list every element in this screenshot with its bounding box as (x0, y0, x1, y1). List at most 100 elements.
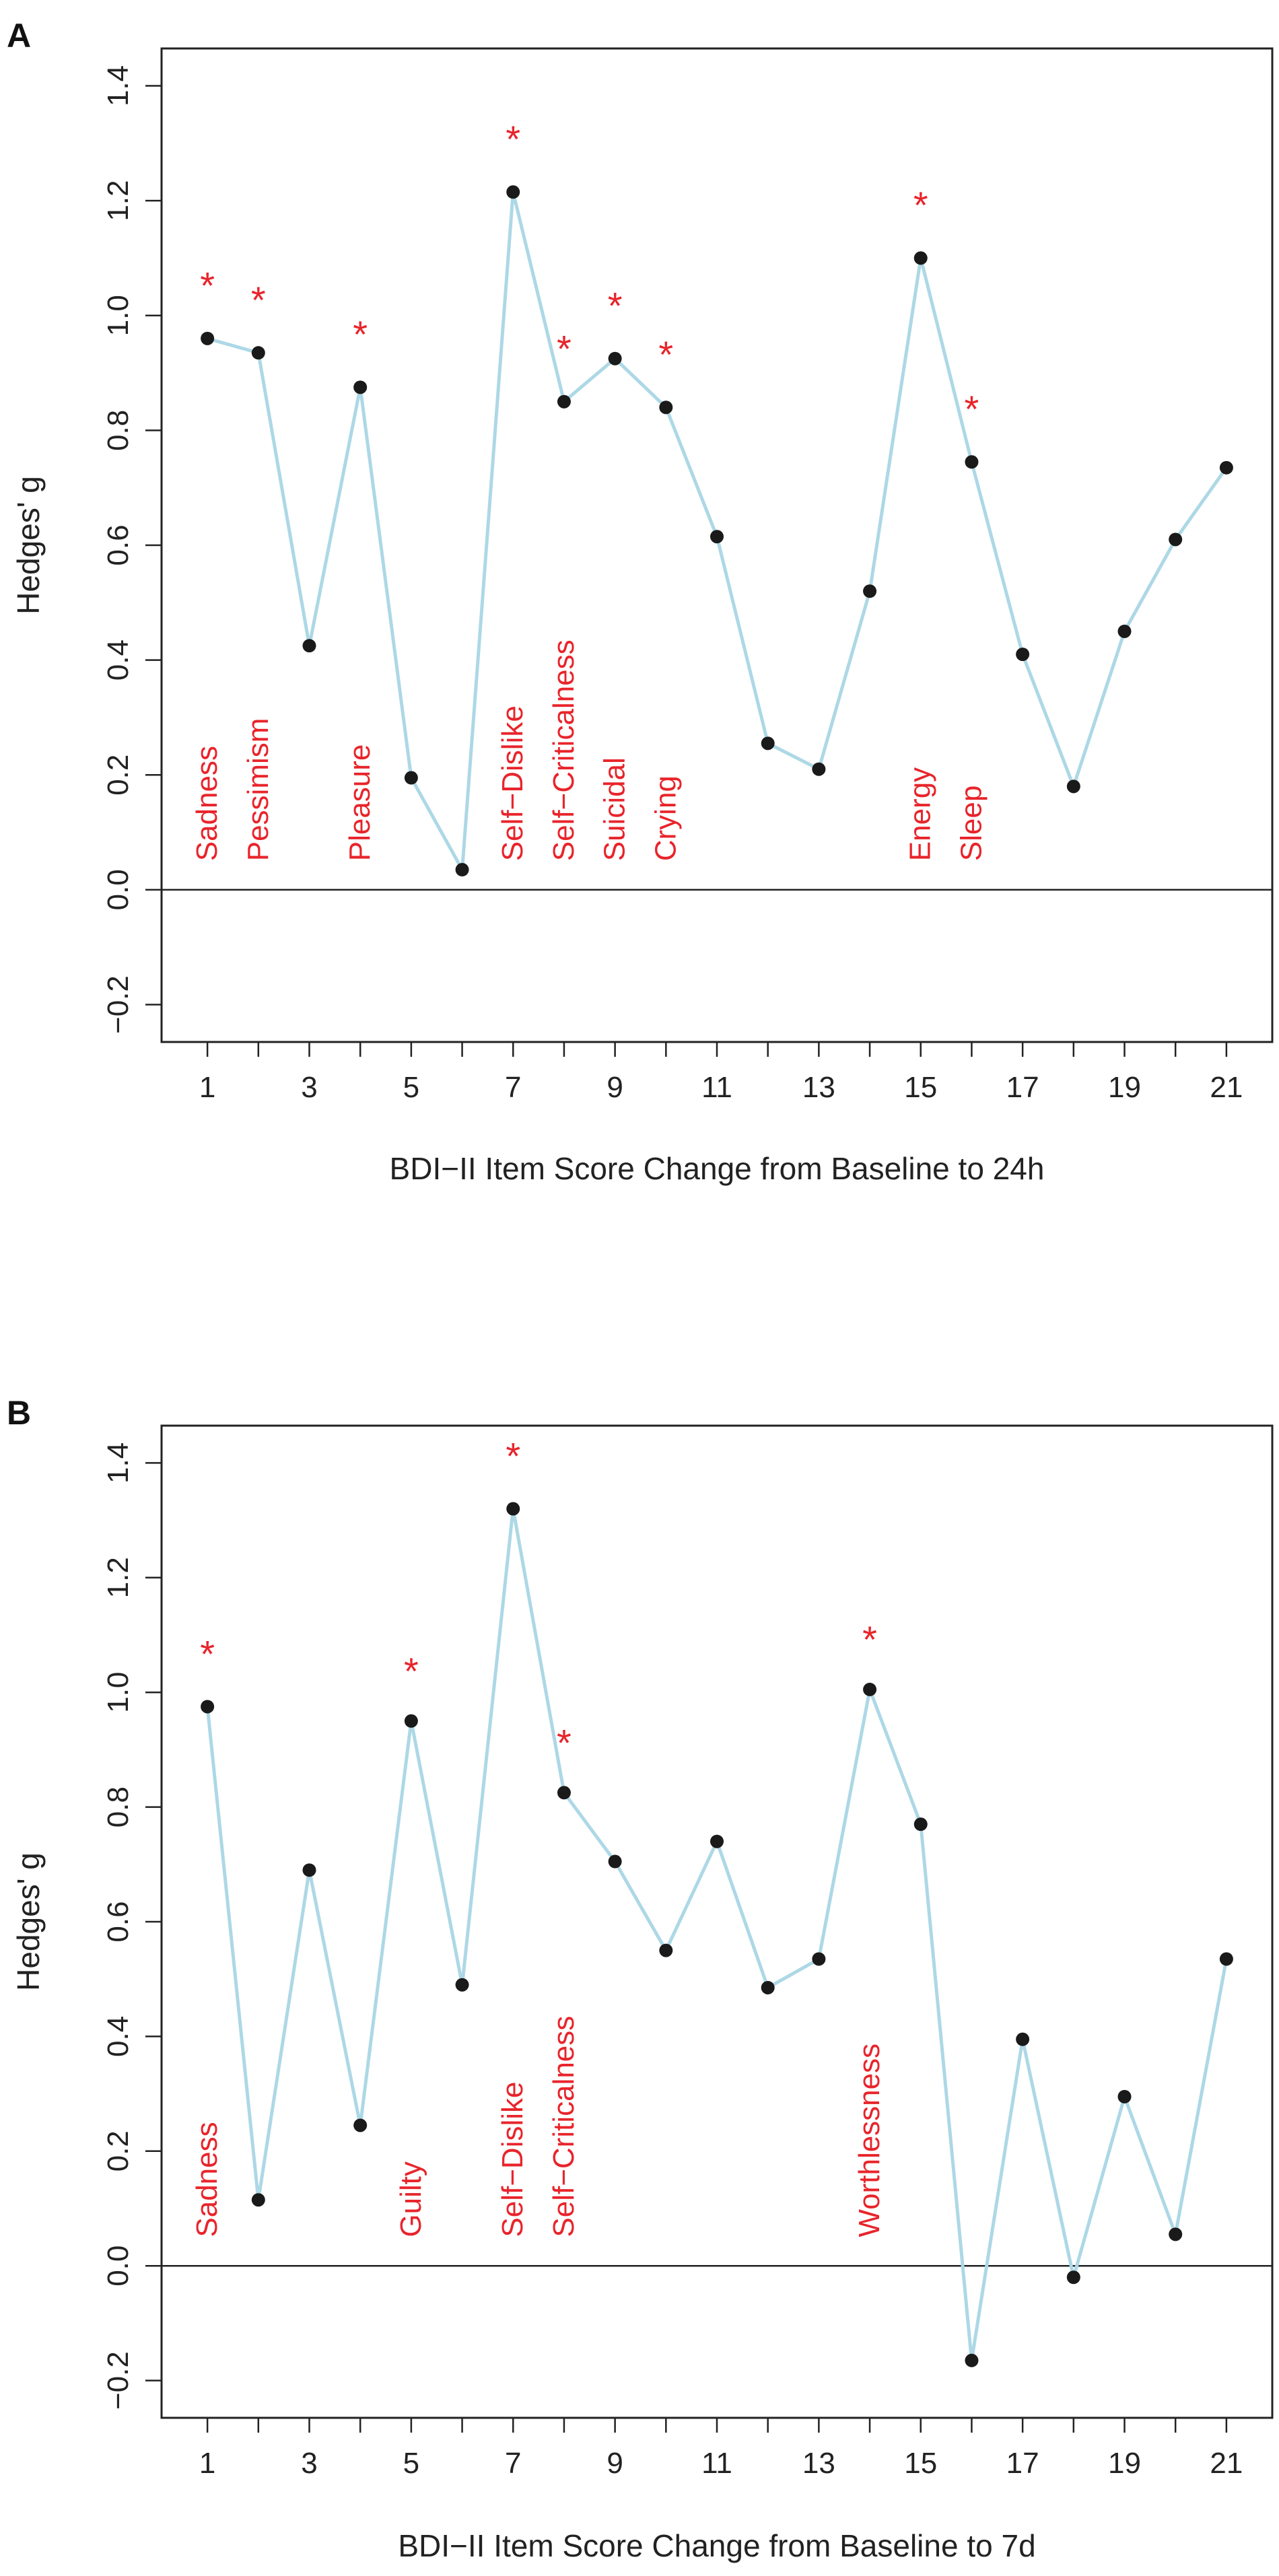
data-point (659, 1943, 673, 1957)
x-tick-label: 1 (199, 2447, 215, 2480)
significance-star: * (965, 388, 979, 430)
y-tick-label: 1.4 (102, 65, 135, 106)
data-point (302, 639, 316, 653)
x-tick-label: 19 (1108, 2447, 1141, 2480)
item-label: Self−Criticalness (547, 639, 580, 861)
data-point (506, 1502, 520, 1516)
panel-label: A (7, 17, 31, 55)
data-point (608, 351, 622, 365)
y-tick-label: −0.2 (102, 975, 135, 1034)
data-point (455, 863, 469, 877)
item-label: Pessimism (242, 718, 275, 862)
data-point (812, 762, 826, 776)
x-tick-label: 5 (403, 2447, 419, 2480)
x-tick-label: 17 (1006, 1071, 1039, 1104)
significance-star: * (506, 1434, 520, 1477)
data-point (353, 380, 368, 394)
y-tick-label: −0.2 (102, 2351, 135, 2410)
x-tick-label: 5 (403, 1071, 419, 1104)
item-label: Pleasure (343, 744, 376, 862)
item-label: Suicidal (598, 757, 631, 861)
x-tick-label: 7 (505, 1071, 521, 1104)
x-tick-label: 15 (904, 1071, 937, 1104)
data-point (710, 530, 724, 544)
y-tick-label: 1.0 (102, 1672, 135, 1713)
x-tick-label: 15 (904, 2447, 937, 2480)
significance-star: * (557, 1721, 572, 1764)
x-tick-label: 21 (1210, 2447, 1243, 2480)
data-point (1169, 532, 1183, 547)
data-point (201, 331, 215, 345)
data-point (863, 584, 877, 598)
x-tick-label: 3 (301, 2447, 317, 2480)
y-axis-title: Hedges' g (11, 1852, 46, 1991)
x-tick-label: 17 (1006, 2447, 1039, 2480)
y-axis-title: Hedges' g (11, 476, 46, 615)
y-tick-label: 0.8 (102, 1786, 135, 1827)
data-point (659, 401, 673, 415)
x-axis-title: BDI−II Item Score Change from Baseline t… (390, 1151, 1045, 1186)
series-line (205, 1507, 1229, 2363)
y-tick-label: 0.4 (102, 2016, 135, 2057)
y-tick-label: 0.2 (102, 2130, 135, 2171)
significance-star: * (862, 1618, 877, 1661)
significance-star: * (200, 265, 215, 307)
item-label: Self−Criticalness (547, 2016, 580, 2237)
item-label: Energy (904, 767, 937, 861)
y-tick-label: 0.0 (102, 869, 135, 910)
data-point (1117, 2089, 1132, 2103)
y-tick-label: 1.2 (102, 1557, 135, 1598)
data-point (1066, 2270, 1080, 2285)
significance-star: * (557, 327, 572, 370)
data-point (1117, 624, 1132, 638)
x-tick-label: 11 (701, 2447, 732, 2480)
item-label: Self−Dislike (496, 2082, 529, 2237)
item-label: Sadness (191, 746, 223, 861)
data-point (353, 2118, 368, 2132)
data-point (913, 251, 928, 265)
y-tick-label: 1.4 (102, 1442, 135, 1484)
data-point (404, 1714, 418, 1728)
data-point (1219, 460, 1233, 475)
data-point (201, 1700, 215, 1714)
significance-star: * (506, 118, 520, 160)
data-point (863, 1682, 877, 1696)
data-point (404, 771, 418, 785)
data-point (251, 346, 265, 360)
x-axis-title: BDI−II Item Score Change from Baseline t… (398, 2528, 1035, 2563)
data-point (965, 2353, 979, 2367)
significance-star: * (404, 1650, 419, 1692)
y-tick-label: 0.0 (102, 2246, 135, 2287)
data-point (913, 1817, 928, 1832)
x-tick-label: 1 (199, 1071, 215, 1104)
x-tick-label: 7 (505, 2447, 521, 2480)
data-point (710, 1834, 724, 1848)
item-label: Sadness (191, 2122, 223, 2237)
y-tick-label: 0.4 (102, 639, 135, 681)
y-tick-label: 1.0 (102, 295, 135, 336)
x-tick-label: 13 (802, 2447, 835, 2480)
x-tick-label: 11 (701, 1071, 732, 1104)
y-tick-label: 0.2 (102, 755, 135, 796)
data-point (302, 1863, 316, 1877)
data-point (506, 185, 520, 199)
significance-star: * (200, 1632, 215, 1675)
data-point (812, 1952, 826, 1966)
significance-star: * (353, 313, 368, 355)
panel-b: B−0.20.00.20.40.60.81.01.21.41 3 5 7 9 11 13 15… (7, 1394, 1274, 2563)
x-tick-label: 9 (607, 2447, 623, 2480)
data-point (455, 1978, 469, 1992)
x-tick-label: 13 (802, 1071, 835, 1104)
y-tick-label: 0.6 (102, 1901, 135, 1942)
data-point (1219, 1952, 1233, 1966)
data-point (557, 1786, 571, 1800)
y-tick-label: 0.8 (102, 410, 135, 451)
item-label: Guilty (394, 2161, 427, 2237)
item-label: Worthlessness (853, 2044, 886, 2237)
panel-label: B (7, 1394, 31, 1432)
data-point (251, 2193, 265, 2207)
plot-frame (160, 1424, 1274, 2419)
x-tick-label: 21 (1210, 1071, 1243, 1104)
item-label: Sleep (955, 786, 988, 862)
